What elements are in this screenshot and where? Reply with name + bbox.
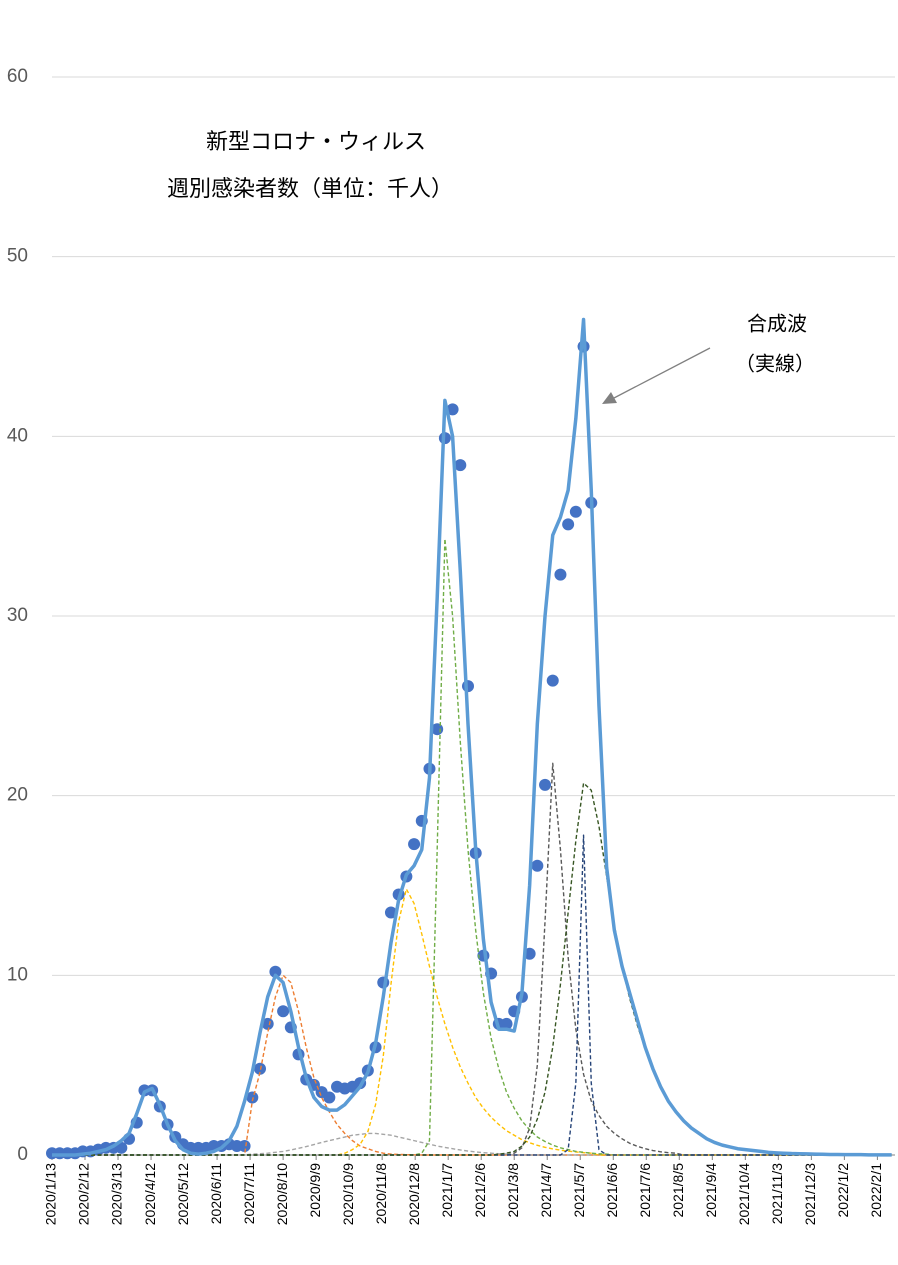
- data-point: [554, 568, 567, 581]
- annotation: 合成波: [747, 312, 807, 336]
- annotation-arrow: [613, 347, 711, 399]
- x-tick-label: 2022/2/1: [868, 1163, 884, 1218]
- annotation-arrowhead: [602, 392, 617, 404]
- x-tick-label: 2021/8/5: [670, 1163, 686, 1218]
- data-point: [531, 859, 544, 872]
- x-tick-label: 2021/10/4: [736, 1163, 752, 1225]
- x-tick-label: 2021/5/7: [571, 1163, 587, 1218]
- x-tick-label: 2020/4/12: [142, 1163, 158, 1225]
- data-point: [546, 674, 559, 687]
- grid: 0 10 20 30 40 50 60 2020/1/13 2020/2/12 2020/3/13…: [7, 66, 895, 1225]
- y-tick-label: 30: [7, 605, 28, 626]
- x-tick-label: 2020/3/13: [109, 1163, 125, 1225]
- x-tick-label: 2020/1/13: [43, 1163, 59, 1225]
- x-tick-label: 2021/12/3: [802, 1163, 818, 1225]
- data-point: [562, 518, 575, 531]
- x-tick-label: 2021/4/7: [538, 1163, 554, 1218]
- x-tick-label: 2021/6/6: [604, 1163, 620, 1218]
- data-point: [246, 1091, 259, 1104]
- y-tick-label: 40: [7, 425, 28, 446]
- plot: [46, 317, 892, 1160]
- y-tick-label: 20: [7, 785, 28, 806]
- data-point: [277, 1005, 290, 1018]
- composite-line: [52, 317, 892, 1157]
- data-point: [454, 459, 467, 472]
- x-tick-label: 2020/9/9: [307, 1163, 323, 1218]
- annotation: （実線）: [735, 352, 815, 376]
- data-point: [500, 1017, 513, 1030]
- x-tick-label: 2020/8/10: [274, 1163, 290, 1225]
- x-tick-label: 2020/12/8: [406, 1163, 422, 1225]
- x-tick-label: 2020/10/9: [340, 1163, 356, 1225]
- component-line: [52, 782, 892, 1156]
- data-point: [569, 505, 582, 518]
- x-tick-label: 2021/2/6: [472, 1163, 488, 1218]
- x-tick-label: 2021/11/3: [769, 1163, 785, 1224]
- chart-title: 新型コロナ・ウィルス: [206, 130, 426, 155]
- chart-subtitle: 週別感染者数（単位：千人）: [167, 177, 453, 202]
- x-tick-label: 2020/6/11: [208, 1163, 224, 1224]
- x-tick-label: 2021/3/8: [505, 1163, 521, 1218]
- data-point: [261, 1017, 274, 1030]
- data-point: [446, 403, 459, 416]
- x-tick-label: 2022/1/2: [835, 1163, 851, 1218]
- data-point: [408, 838, 421, 851]
- x-tick-label: 2020/7/11: [241, 1163, 257, 1224]
- data-point: [539, 778, 552, 791]
- y-tick-label: 50: [7, 246, 28, 267]
- x-tick-label: 2021/7/6: [637, 1163, 653, 1218]
- data-point: [384, 906, 397, 919]
- component-line: [52, 762, 892, 1156]
- x-tick-label: 2021/9/4: [703, 1163, 719, 1218]
- component-line: [52, 834, 892, 1156]
- component-line: [52, 974, 892, 1156]
- data-point: [269, 965, 282, 978]
- x-tick-label: 2021/1/7: [439, 1163, 455, 1218]
- x-tick-label: 2020/11/8: [373, 1163, 389, 1224]
- y-tick-label: 60: [7, 66, 28, 87]
- component-line: [52, 538, 892, 1156]
- x-tick-label: 2020/2/12: [76, 1163, 92, 1225]
- x-tick-label: 2020/5/12: [175, 1163, 191, 1225]
- data-point: [238, 1140, 251, 1153]
- y-tick-label: 0: [17, 1144, 28, 1165]
- y-tick-label: 10: [7, 964, 28, 985]
- data-point: [323, 1091, 336, 1104]
- component-line: [52, 888, 892, 1156]
